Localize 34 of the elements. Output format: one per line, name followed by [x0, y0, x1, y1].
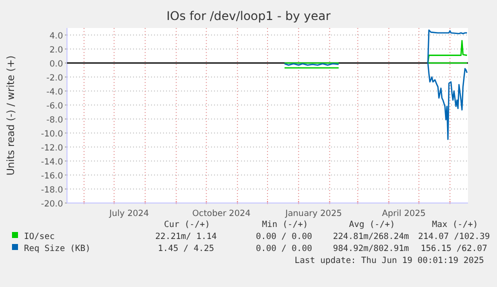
y-tick-label: -4.0	[46, 88, 63, 98]
text: Last update: Thu Jun 19 00:01:19 2025	[294, 256, 484, 266]
y-tick-label: -10.0	[41, 130, 63, 140]
text: 22.21m/ 1.14	[155, 232, 217, 242]
y-tick-label: -2.0	[46, 74, 63, 84]
text: 224.81m/268.24m	[333, 232, 410, 242]
y-tick-label: -6.0	[46, 102, 63, 112]
text: 1.45 / 4.25	[158, 244, 214, 254]
x-tick-label: January 2025	[284, 209, 342, 219]
x-tick-label: October 2024	[192, 209, 251, 219]
legend-label: IO/sec	[24, 232, 55, 242]
text: 214.07 /102.39	[418, 232, 490, 242]
y-tick-label: -12.0	[41, 144, 63, 154]
text: Avg (-/+)	[348, 220, 396, 230]
text: 0.00 / 0.00	[256, 244, 312, 254]
y-tick-label: 4.0	[49, 32, 63, 42]
text: 984.92m/802.91m	[333, 244, 410, 254]
y-tick-label: -20.0	[41, 200, 63, 210]
x-tick-label: April 2025	[382, 209, 426, 219]
y-axis-title: Units read (-) / write (+)	[6, 55, 17, 176]
y-tick-label: -8.0	[46, 116, 63, 126]
text: 0.00 / 0.00	[256, 232, 312, 242]
y-tick-label: -14.0	[41, 158, 63, 168]
text: Max (-/+)	[432, 220, 478, 230]
x-tick-label: July 2024	[108, 209, 149, 219]
y-tick-label: 2.0	[49, 46, 63, 56]
y-tick-label: -18.0	[41, 186, 63, 196]
text: Min (-/+)	[262, 220, 308, 230]
y-tick-label: 0.0	[49, 60, 63, 70]
legend-label: Req Size (KB)	[24, 244, 91, 254]
chart-title: IOs for /dev/loop1 - by year	[166, 9, 331, 23]
y-tick-label: -16.0	[41, 172, 63, 182]
text: Cur (-/+)	[164, 220, 210, 230]
text: 156.15 /62.07	[420, 244, 488, 254]
